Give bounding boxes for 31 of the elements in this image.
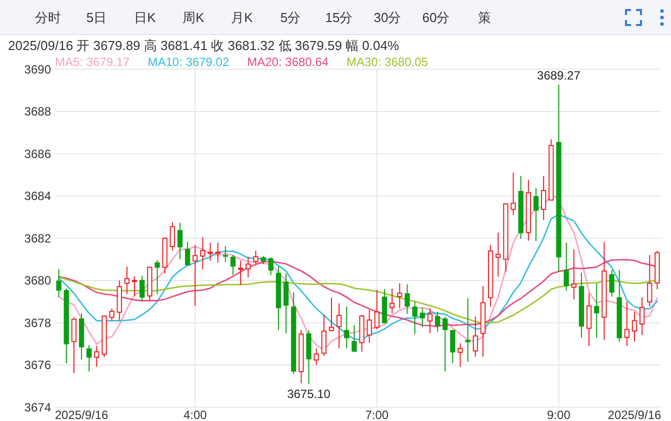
y-tick-label: 3688 (24, 104, 51, 119)
tab-label: 5日 (86, 10, 107, 25)
y-tick-label: 3690 (24, 62, 51, 76)
subtitle: 2025/09/16 开 3679.89 高 3681.41 收 3681.32 低 3679.59 幅 0.04% (8, 38, 400, 53)
legend-item: MA30: 3680.05 (346, 55, 428, 69)
tab-label: 5分 (280, 10, 301, 25)
y-tick-label: 3676 (24, 358, 51, 372)
x-tick-label: 2025/9/16 (608, 408, 662, 421)
legend-item: MA10: 3679.02 (148, 55, 230, 69)
tab-label: 策 (478, 10, 491, 25)
tab-label: 60分 (422, 10, 450, 25)
x-tick-label: 2025/9/16 (54, 408, 108, 421)
legend-item: MA20: 3680.64 (247, 55, 329, 69)
y-tick-label: 3680 (24, 274, 51, 288)
y-tick-label: 3674 (24, 400, 51, 414)
tab-label: 分时 (35, 10, 61, 25)
legend-item: MA5: 3679.17 (55, 55, 130, 69)
y-tick-label: 3678 (24, 316, 51, 330)
tab-label: 15分 (325, 10, 353, 25)
x-tick-label: 4:00 (183, 408, 207, 421)
x-tick-label: 9:00 (547, 408, 570, 421)
y-tick-label: 3682 (24, 231, 51, 246)
annotation: 3675.10 (287, 387, 330, 402)
tab-label: 30分 (374, 10, 402, 25)
y-tick-label: 3686 (24, 146, 51, 161)
tab-label: 月K (231, 10, 253, 25)
x-tick-label: 7:00 (365, 408, 389, 421)
annotation: 3689.27 (537, 68, 580, 83)
y-tick-label: 3684 (24, 189, 51, 204)
tab-label: 日K (134, 10, 156, 25)
tab-label: 周K (182, 10, 204, 25)
